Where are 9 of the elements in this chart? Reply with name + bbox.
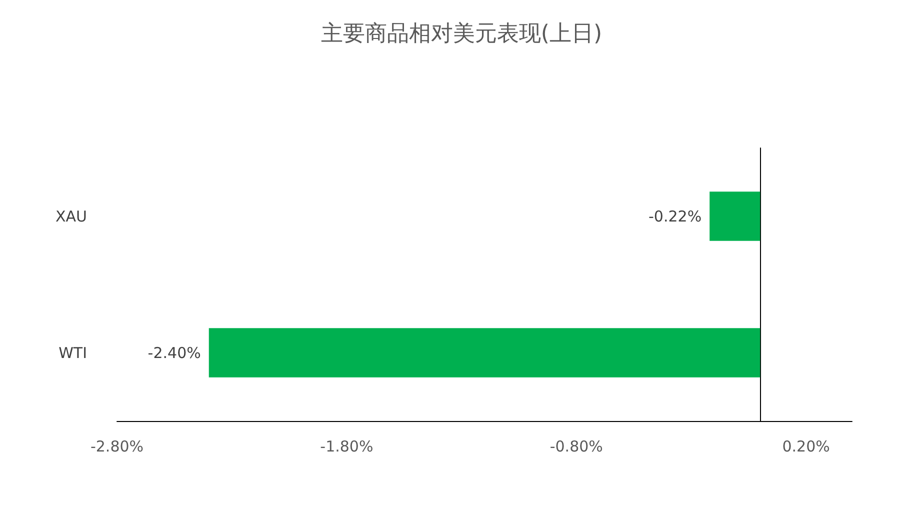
data-label: -0.22% bbox=[648, 207, 702, 226]
x-tick-label: 0.20% bbox=[782, 438, 830, 456]
x-tick-label: -2.80% bbox=[90, 438, 144, 456]
x-tick-label: -1.80% bbox=[320, 438, 374, 456]
x-tick-label: -0.80% bbox=[550, 438, 603, 456]
data-label: -2.40% bbox=[148, 344, 201, 362]
chart-title: 主要商品相对美元表现(上日) bbox=[320, 22, 602, 46]
y-tick-label: XAU bbox=[55, 207, 87, 226]
y-tick-label: WTI bbox=[58, 344, 87, 362]
